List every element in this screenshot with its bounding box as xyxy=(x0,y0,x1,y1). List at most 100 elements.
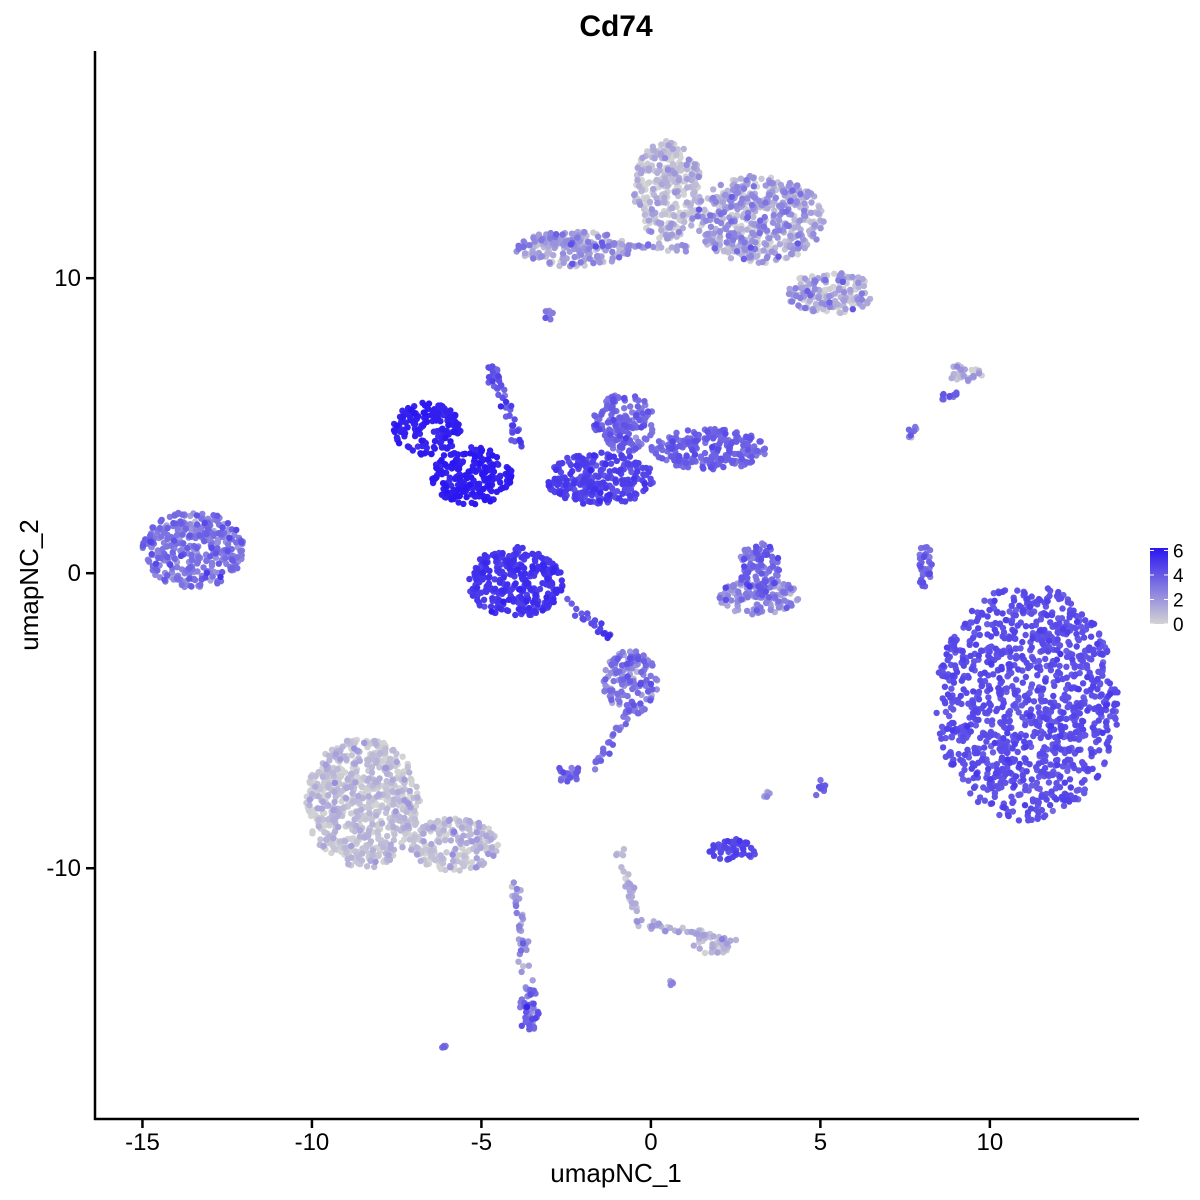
data-point xyxy=(783,604,790,612)
data-point xyxy=(716,233,724,240)
data-point xyxy=(1054,676,1062,684)
data-point xyxy=(972,722,980,729)
data-point xyxy=(331,798,338,806)
data-point xyxy=(647,697,654,704)
data-point xyxy=(452,845,459,853)
data-point xyxy=(546,259,553,266)
data-point xyxy=(766,235,773,242)
data-point xyxy=(331,846,338,853)
data-point xyxy=(352,760,359,767)
data-point xyxy=(1046,592,1053,600)
data-point xyxy=(802,212,809,220)
data-point xyxy=(1079,680,1087,687)
data-point xyxy=(332,750,339,758)
data-point xyxy=(1044,632,1051,639)
data-point xyxy=(597,466,605,474)
data-point xyxy=(1057,732,1064,740)
data-point xyxy=(1033,729,1041,737)
data-point xyxy=(226,534,233,542)
data-point xyxy=(1029,655,1037,663)
data-point xyxy=(998,754,1006,761)
data-point xyxy=(743,607,751,615)
data-point xyxy=(999,703,1006,711)
data-point xyxy=(697,453,704,460)
data-point xyxy=(696,227,703,234)
data-point xyxy=(988,800,996,807)
data-point xyxy=(786,179,794,187)
data-point xyxy=(1006,717,1013,724)
data-point xyxy=(1025,696,1032,704)
data-point xyxy=(393,758,400,766)
data-point xyxy=(734,602,741,610)
data-point xyxy=(975,652,982,659)
data-point xyxy=(345,861,352,868)
data-point xyxy=(744,446,752,454)
data-point xyxy=(579,615,586,622)
data-point xyxy=(1077,663,1084,670)
data-point xyxy=(625,871,632,878)
data-point xyxy=(329,816,337,824)
data-point xyxy=(1015,666,1022,673)
data-point xyxy=(1039,640,1046,647)
data-point xyxy=(650,147,657,154)
data-point xyxy=(193,544,200,552)
data-point xyxy=(992,619,999,627)
data-point xyxy=(970,784,978,791)
data-point xyxy=(968,665,975,673)
data-point xyxy=(560,769,567,776)
data-point xyxy=(717,181,724,189)
data-point xyxy=(378,804,385,811)
data-point xyxy=(649,662,656,669)
data-point xyxy=(647,480,654,488)
data-point xyxy=(1099,661,1106,669)
data-point xyxy=(1014,622,1021,629)
data-point xyxy=(1051,682,1058,689)
data-point xyxy=(1114,689,1121,696)
data-point xyxy=(626,887,633,894)
data-point xyxy=(224,520,232,527)
data-point xyxy=(411,821,419,828)
data-point xyxy=(408,846,415,853)
data-point xyxy=(205,525,212,533)
data-point xyxy=(847,286,854,293)
data-point xyxy=(751,221,758,228)
data-point xyxy=(1017,645,1024,652)
data-point xyxy=(1102,719,1110,726)
data-point xyxy=(943,651,950,658)
data-point xyxy=(619,852,627,859)
data-point xyxy=(859,275,866,283)
data-point xyxy=(730,582,737,589)
data-point xyxy=(671,189,679,196)
data-point xyxy=(762,588,769,595)
data-point xyxy=(604,242,612,250)
data-point xyxy=(763,551,771,558)
data-point xyxy=(467,864,474,871)
data-point xyxy=(156,524,163,532)
data-point xyxy=(1022,631,1029,639)
data-point xyxy=(701,949,709,957)
data-point xyxy=(625,707,633,714)
data-point xyxy=(978,647,985,654)
data-point xyxy=(786,285,793,293)
data-point xyxy=(1081,789,1088,797)
data-point xyxy=(682,248,690,255)
data-point xyxy=(654,199,661,207)
data-point xyxy=(750,183,757,190)
data-point xyxy=(988,784,996,792)
data-point xyxy=(781,189,789,196)
data-point xyxy=(815,294,822,301)
data-point xyxy=(1027,706,1035,713)
data-point xyxy=(1034,784,1041,792)
data-point xyxy=(597,757,605,764)
data-point xyxy=(476,823,483,830)
data-point xyxy=(708,949,715,956)
data-point xyxy=(517,1004,524,1011)
data-point xyxy=(488,844,495,851)
data-point xyxy=(526,1021,533,1029)
data-point xyxy=(197,581,204,589)
data-point xyxy=(442,866,449,874)
data-point xyxy=(813,301,820,308)
data-point xyxy=(1038,793,1045,800)
data-point xyxy=(460,852,468,860)
data-point xyxy=(203,531,210,538)
